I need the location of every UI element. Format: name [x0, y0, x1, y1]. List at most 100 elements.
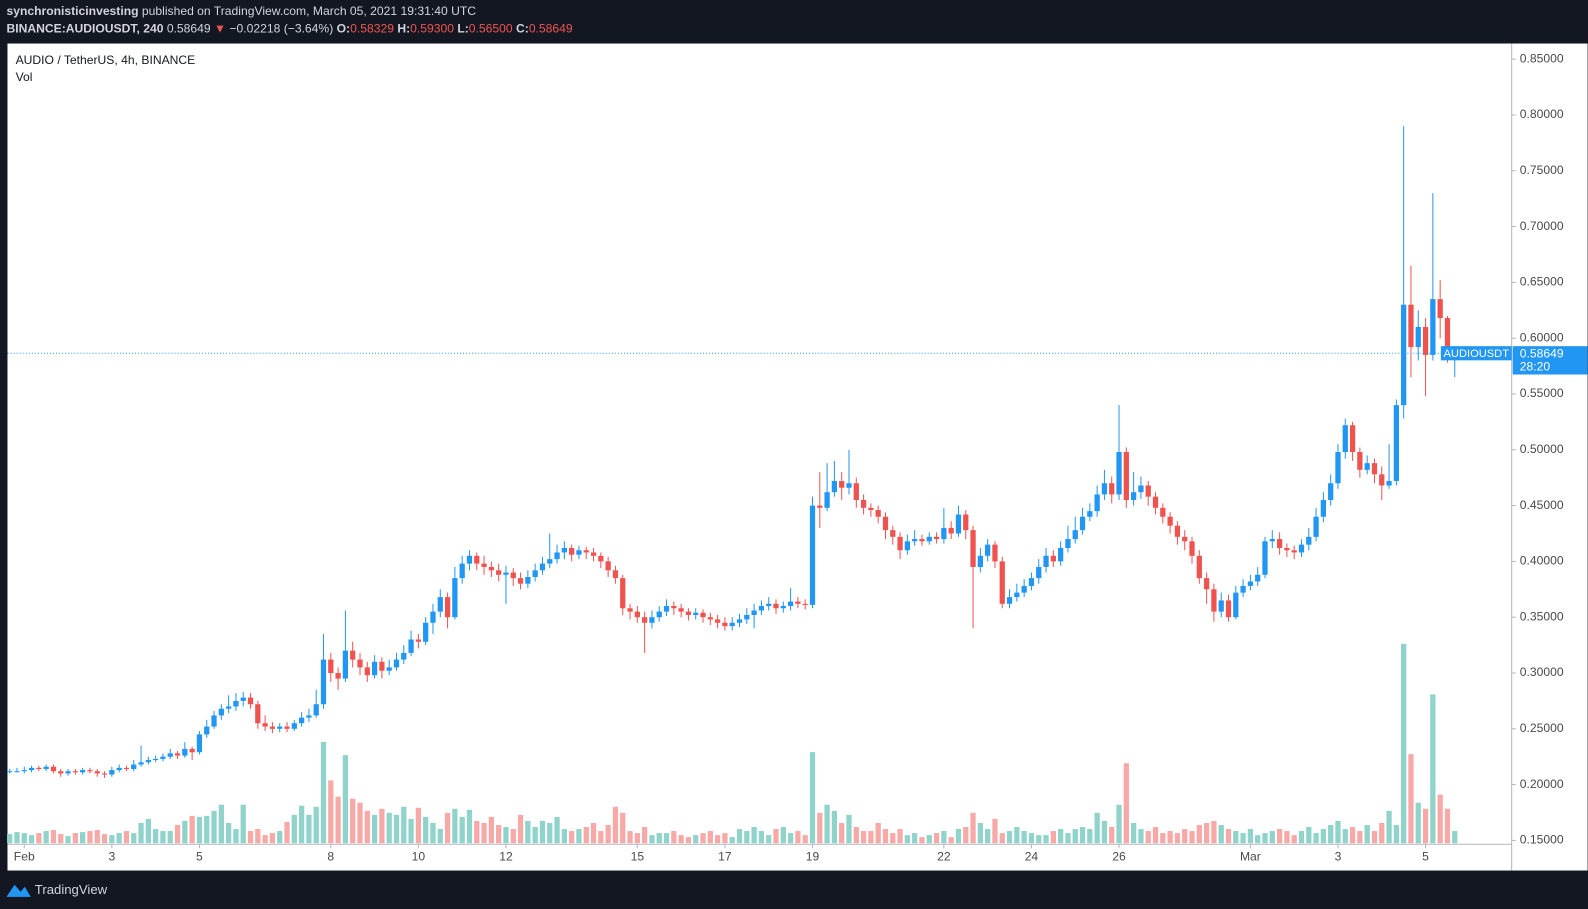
high: 0.59300 — [410, 22, 454, 36]
x-tick-label: 17 — [718, 850, 732, 864]
candle-body — [379, 661, 385, 671]
y-tick-label: 0.60000 — [1520, 330, 1564, 344]
volume-bar — [1167, 831, 1173, 844]
x-tick-label: 10 — [412, 850, 426, 864]
candle-body — [1021, 585, 1027, 593]
volume-bar — [247, 831, 254, 844]
candle-body — [860, 499, 867, 508]
volume-bar — [160, 831, 166, 844]
volume-bar — [1021, 831, 1027, 844]
candle-body — [1014, 592, 1020, 598]
candle-body — [1065, 539, 1071, 548]
volume-bar — [1430, 694, 1436, 844]
candle-body — [846, 483, 852, 488]
chart-title: AUDIO / TetherUS, 4h, BINANCE — [16, 53, 196, 67]
volume-bar — [948, 837, 954, 844]
candle-body — [357, 659, 363, 668]
candle-body — [1152, 496, 1159, 508]
volume-bar — [1284, 831, 1290, 844]
volume-bar — [386, 812, 392, 844]
candle-body — [1357, 452, 1363, 470]
volume-bar — [933, 833, 940, 844]
low-label: L: — [457, 22, 468, 36]
candle-body — [663, 606, 670, 612]
candle-body — [364, 667, 370, 676]
volume-bar — [1269, 831, 1275, 844]
volume-bar — [671, 831, 677, 844]
candle-body — [386, 667, 392, 671]
candle-body — [678, 608, 684, 612]
candle-body — [72, 771, 78, 773]
volume-bar — [80, 832, 86, 844]
candle-body — [1182, 536, 1188, 542]
volume-bar — [860, 831, 867, 844]
candle-body — [1233, 592, 1239, 618]
candle-body — [1006, 597, 1013, 604]
candle-body — [525, 577, 531, 584]
volume-bar — [1211, 820, 1217, 844]
candle-body — [145, 760, 151, 763]
volume-bar — [204, 815, 210, 844]
volume-bar — [751, 827, 757, 844]
volume-bar — [262, 835, 268, 844]
volume-bar — [131, 833, 137, 844]
volume-bar — [1130, 822, 1137, 844]
candle-body — [459, 563, 465, 579]
candle-body — [802, 603, 808, 605]
volume-bar — [1276, 829, 1283, 844]
header-line-1: synchronisticinvesting published on Trad… — [6, 4, 476, 18]
volume-bar — [693, 835, 699, 844]
volume-bar — [985, 829, 991, 844]
volume-bar — [590, 822, 597, 844]
volume-bar — [481, 822, 487, 844]
candle-body — [598, 555, 604, 562]
candle-body — [590, 552, 597, 556]
candle-body — [992, 544, 998, 562]
volume-bar — [109, 835, 115, 844]
candle-body — [247, 697, 254, 705]
volume-bar — [700, 833, 706, 844]
candle-body — [43, 766, 49, 769]
candle-body — [503, 572, 509, 575]
volume-bar — [225, 822, 232, 844]
candle-body — [583, 550, 589, 553]
candle-body — [65, 771, 71, 774]
x-tick-label: 26 — [1112, 850, 1126, 864]
volume-bar — [255, 829, 261, 844]
candle-body — [649, 617, 655, 623]
volume-bar — [839, 822, 845, 844]
y-tick-label: 0.75000 — [1520, 163, 1564, 177]
candle-body — [773, 603, 779, 609]
candle-body — [1123, 452, 1129, 500]
volume-bar — [1444, 808, 1451, 844]
volume-bar — [444, 812, 451, 844]
candle-body — [1364, 463, 1370, 470]
candle-body — [306, 715, 312, 718]
volume-bar — [1145, 831, 1151, 844]
candle-body — [94, 771, 100, 774]
volume-bar — [663, 833, 670, 844]
volume-bar — [1123, 763, 1129, 844]
volume-bar — [1036, 835, 1042, 844]
candle-body — [1028, 578, 1035, 586]
symbol-tag-box — [1440, 346, 1512, 361]
candle-body — [1225, 600, 1232, 618]
candle-body — [481, 563, 487, 567]
volume-bar — [269, 833, 276, 844]
volume-bar — [1152, 827, 1159, 844]
candle-body — [50, 766, 57, 772]
volume-bar — [1262, 833, 1268, 844]
candle-body — [393, 659, 400, 668]
volume-bar — [1291, 835, 1297, 844]
x-tick-label: 8 — [327, 850, 334, 864]
candle-body — [328, 659, 334, 673]
volume-bar — [554, 816, 560, 844]
candle-body — [642, 617, 648, 623]
candle-body — [882, 516, 889, 531]
candle-body — [714, 619, 721, 623]
volume-bar — [430, 822, 436, 844]
volume-bar — [503, 827, 509, 844]
volume-bar — [634, 833, 640, 844]
candle-body — [14, 771, 20, 773]
